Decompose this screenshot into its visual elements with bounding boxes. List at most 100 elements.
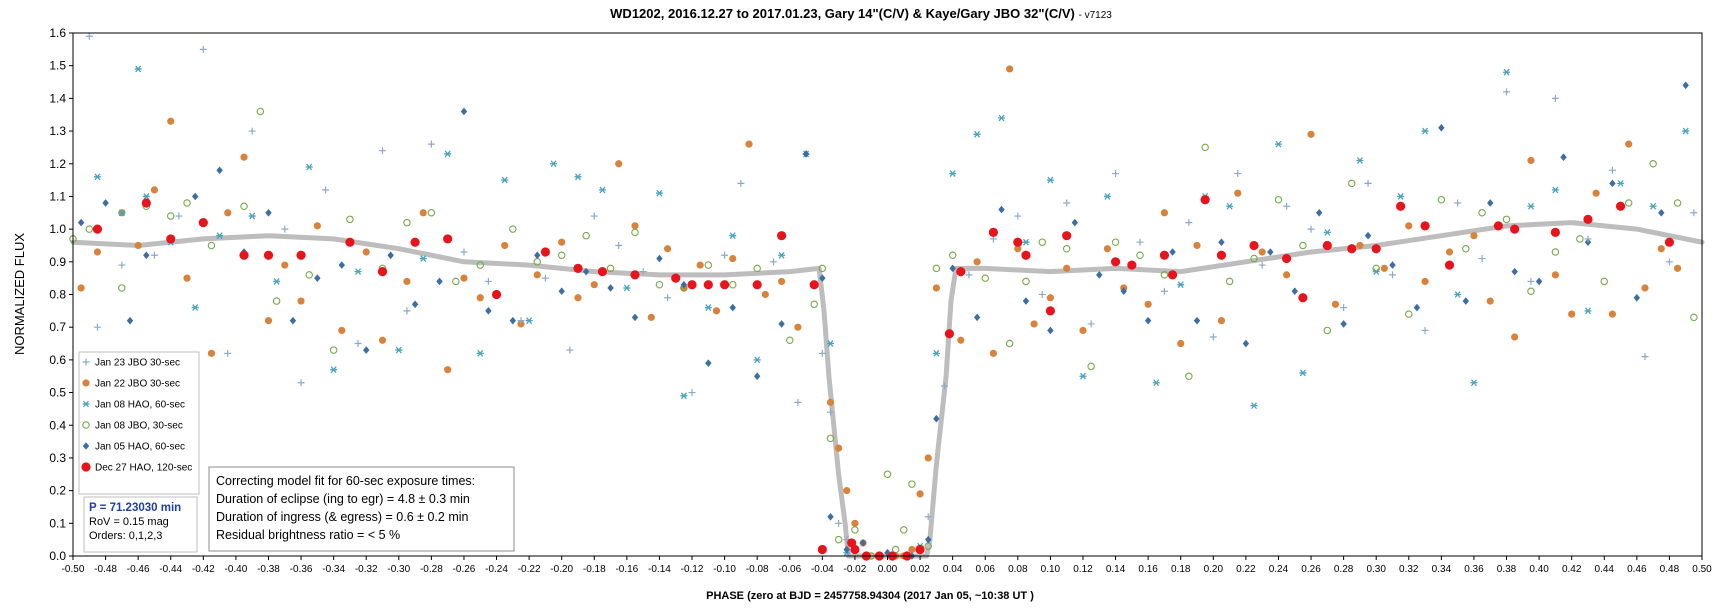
data-point bbox=[1216, 250, 1227, 260]
x-tick-label: -0.22 bbox=[518, 564, 541, 575]
x-tick-label: 0.40 bbox=[1529, 564, 1549, 575]
data-point bbox=[1615, 201, 1626, 211]
data-point bbox=[671, 273, 681, 283]
fit-note-box: Correcting model fit for 60-sec exposure… bbox=[208, 466, 515, 552]
data-point bbox=[1551, 94, 1559, 102]
data-point bbox=[1625, 140, 1633, 148]
data-point bbox=[436, 277, 443, 286]
data-point bbox=[1160, 209, 1169, 217]
data-point bbox=[1470, 379, 1478, 387]
data-point bbox=[1307, 130, 1315, 138]
data-point bbox=[1322, 240, 1332, 251]
data-point bbox=[1371, 244, 1381, 254]
data-point bbox=[1551, 248, 1560, 256]
data-point bbox=[256, 107, 265, 116]
data-point bbox=[1225, 277, 1234, 286]
data-point bbox=[183, 274, 191, 282]
data-point bbox=[93, 323, 101, 331]
y-tick-label: 0.4 bbox=[49, 418, 66, 432]
data-point bbox=[248, 127, 256, 135]
x-tick-label: -0.38 bbox=[257, 564, 280, 575]
data-point bbox=[1274, 195, 1283, 204]
x-tick-label: -0.42 bbox=[192, 564, 215, 575]
data-point bbox=[1282, 253, 1292, 264]
data-point bbox=[1690, 209, 1698, 217]
data-point bbox=[1511, 333, 1519, 341]
y-tick-label: 1.4 bbox=[49, 91, 66, 105]
data-point bbox=[1405, 222, 1413, 230]
data-point bbox=[102, 199, 109, 207]
data-point bbox=[1062, 244, 1071, 253]
data-point bbox=[720, 280, 730, 290]
data-point bbox=[973, 258, 981, 266]
data-point bbox=[362, 248, 370, 256]
data-point bbox=[826, 408, 834, 416]
y-tick-label: 0.6 bbox=[49, 353, 66, 367]
data-point bbox=[207, 349, 216, 357]
data-point bbox=[476, 294, 484, 302]
x-tick-label: -0.20 bbox=[550, 564, 573, 575]
data-point bbox=[141, 198, 151, 208]
data-point bbox=[810, 300, 818, 309]
data-point bbox=[354, 340, 362, 348]
data-point bbox=[606, 264, 615, 273]
data-point bbox=[379, 147, 387, 155]
data-point bbox=[534, 251, 541, 260]
x-tick-label: -0.12 bbox=[681, 564, 704, 575]
data-point bbox=[1046, 176, 1054, 184]
legend-marker bbox=[82, 421, 90, 429]
data-point bbox=[703, 280, 713, 290]
data-point bbox=[639, 268, 647, 276]
x-tick-label: 0.46 bbox=[1627, 564, 1647, 575]
data-point bbox=[827, 512, 834, 521]
data-point bbox=[239, 250, 249, 260]
data-point bbox=[296, 250, 306, 260]
data-point bbox=[85, 225, 94, 233]
data-point bbox=[1193, 316, 1201, 325]
data-point bbox=[647, 313, 655, 321]
data-point bbox=[175, 212, 183, 220]
data-point bbox=[745, 140, 753, 148]
data-point bbox=[1438, 123, 1445, 132]
data-point bbox=[460, 107, 468, 116]
data-point bbox=[1347, 244, 1357, 254]
data-point bbox=[1600, 277, 1609, 286]
data-point bbox=[778, 251, 786, 259]
data-point bbox=[590, 212, 598, 220]
data-point bbox=[752, 280, 762, 290]
data-point bbox=[607, 284, 614, 292]
data-point bbox=[631, 222, 639, 230]
data-point bbox=[988, 227, 998, 237]
data-point bbox=[680, 280, 688, 289]
data-point bbox=[851, 519, 859, 527]
data-point bbox=[753, 264, 761, 273]
y-tick-label: 0.9 bbox=[49, 255, 66, 269]
data-point bbox=[981, 274, 989, 282]
data-point bbox=[166, 212, 175, 220]
data-point bbox=[1584, 235, 1592, 243]
x-tick-label: -0.10 bbox=[713, 564, 736, 575]
x-tick-label: 0.50 bbox=[1692, 564, 1712, 575]
data-point bbox=[1159, 250, 1170, 260]
data-point bbox=[224, 349, 232, 357]
data-point bbox=[501, 176, 509, 184]
data-point bbox=[1014, 245, 1022, 253]
data-point bbox=[924, 513, 932, 521]
data-point bbox=[264, 317, 273, 325]
data-point bbox=[1006, 65, 1014, 73]
data-point bbox=[1234, 189, 1242, 197]
data-point bbox=[199, 45, 207, 53]
period-box-frame bbox=[83, 496, 198, 553]
data-point bbox=[77, 284, 85, 292]
period-value: P = 71.23030 min bbox=[89, 502, 181, 514]
data-point bbox=[387, 251, 394, 260]
data-point bbox=[1527, 277, 1535, 285]
data-point bbox=[1209, 333, 1217, 341]
data-point bbox=[240, 153, 248, 161]
data-point bbox=[941, 382, 949, 390]
data-point bbox=[688, 389, 696, 397]
x-tick-label: -0.16 bbox=[615, 564, 638, 575]
data-point bbox=[1136, 251, 1144, 260]
data-point bbox=[1193, 241, 1201, 250]
x-tick-label: -0.26 bbox=[453, 564, 476, 575]
